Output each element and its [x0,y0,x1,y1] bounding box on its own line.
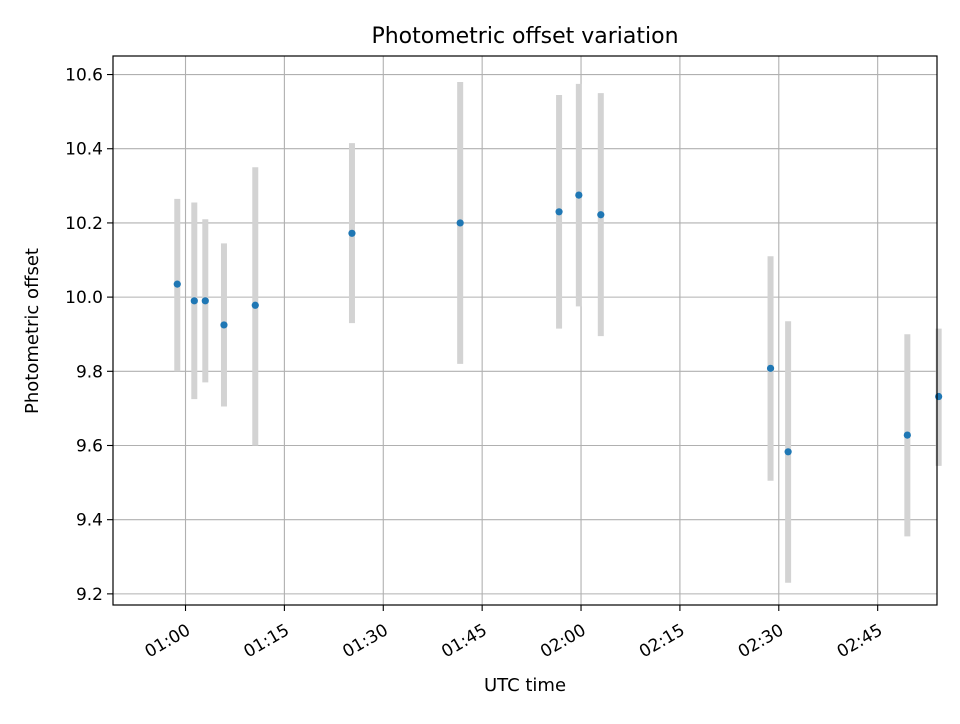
y-tick-label: 9.2 [76,585,103,605]
data-point [348,229,356,237]
data-point [456,219,464,227]
y-axis-ticks: 9.2 9.4 9.6 9.8 10.0 10.2 10.4 10.6 [65,66,113,605]
y-tick-label: 10.4 [65,140,103,160]
chart-title: Photometric offset variation [371,24,678,49]
grid-lines [113,56,937,605]
data-point [220,321,228,329]
y-tick-label: 10.6 [65,66,103,86]
y-tick-label: 10.2 [65,214,103,234]
y-axis-label: Photometric offset [22,248,43,414]
x-axis-label: UTC time [484,675,566,696]
y-tick-label: 9.6 [76,436,103,456]
y-tick-label: 10.0 [65,288,103,308]
data-point [555,208,563,216]
data-point [784,448,792,456]
data-point [903,431,911,439]
y-tick-label: 9.4 [76,511,103,531]
data-points [173,191,943,456]
data-point [597,211,605,219]
data-point [766,364,775,372]
data-point [575,191,583,199]
data-point [935,392,943,401]
data-point [190,297,198,305]
plot-frame [112,55,938,606]
data-point [251,301,259,309]
data-point [173,280,181,288]
y-tick-label: 9.8 [76,362,103,382]
data-point [201,297,209,305]
